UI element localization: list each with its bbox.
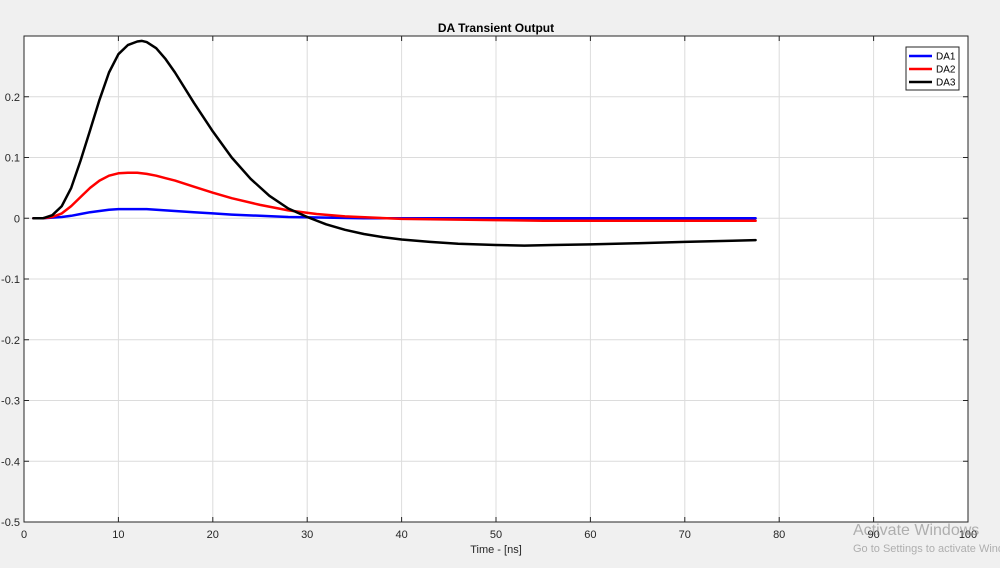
x-axis-label: Time - [ns] (470, 544, 522, 556)
y-tick-label: -0.3 (1, 396, 20, 408)
x-tick-label: 40 (395, 529, 407, 541)
series-line-da2 (32, 171, 757, 222)
x-tick-label: 20 (207, 529, 219, 541)
legend-label-da1: DA1 (936, 52, 956, 63)
x-tick-label: 10 (112, 529, 124, 541)
chart-title: DA Transient Output (438, 21, 554, 35)
y-tick-label: 0.1 (5, 153, 20, 165)
legend: DA1 DA2 DA3 (905, 46, 960, 91)
series-line-da3 (32, 39, 757, 247)
y-tick-label: -0.5 (1, 517, 20, 529)
legend-label-da2: DA2 (936, 65, 956, 76)
x-tick-label: 90 (867, 529, 879, 541)
axis-ticks: 0 10 20 30 40 50 60 70 80 90 100 -0.5 -0.4 -0.3 -0.2 -0… (1, 36, 977, 541)
y-tick-label: -0.1 (1, 274, 20, 286)
x-tick-label: 70 (679, 529, 691, 541)
legend-label-da3: DA3 (936, 78, 956, 89)
y-tick-label: 0.2 (5, 92, 20, 104)
x-tick-label: 100 (959, 529, 977, 541)
x-tick-label: 50 (490, 529, 502, 541)
y-tick-label: -0.4 (1, 456, 20, 468)
series-line-da1 (32, 207, 757, 220)
x-tick-label: 30 (301, 529, 313, 541)
x-tick-label: 80 (773, 529, 785, 541)
x-tick-label: 0 (21, 529, 27, 541)
y-tick-label: 0 (14, 213, 20, 225)
x-tick-label: 60 (584, 529, 596, 541)
series-lines (32, 39, 757, 247)
y-tick-label: -0.2 (1, 335, 20, 347)
